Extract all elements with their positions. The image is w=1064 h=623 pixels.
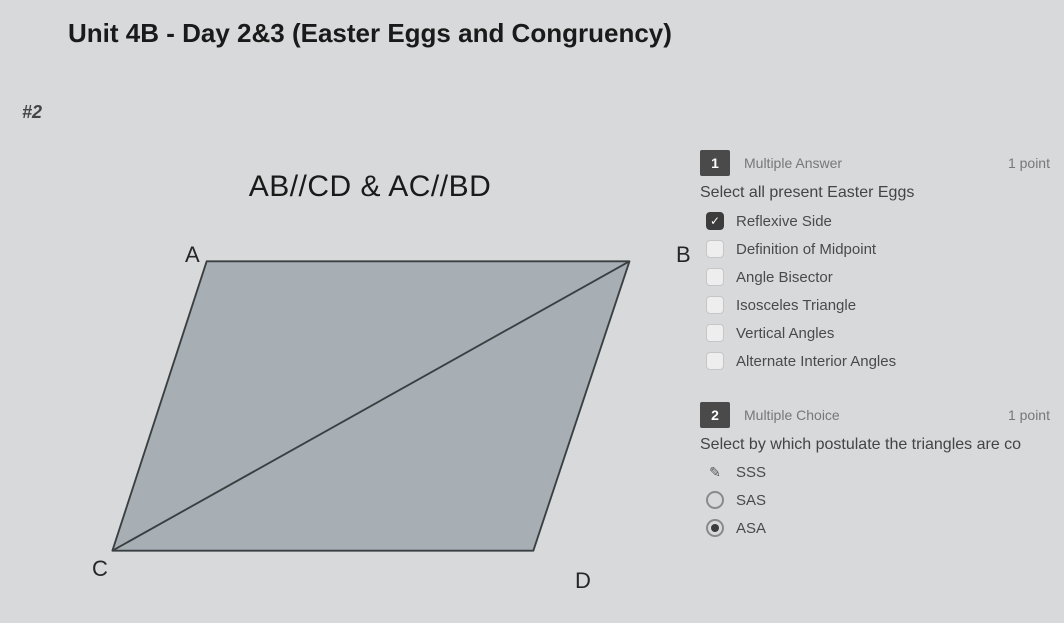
- q1-points: 1 point: [1008, 155, 1050, 171]
- q1-option[interactable]: Alternate Interior Angles: [706, 352, 1050, 370]
- figure-region: AB//CD & AC//BD ABCD: [90, 170, 650, 586]
- q1-option[interactable]: Isosceles Triangle: [706, 296, 1050, 314]
- option-icon: ✎: [706, 464, 724, 481]
- q2-option-label: SSS: [736, 464, 766, 481]
- q2-option[interactable]: ✎ SSS: [706, 464, 1050, 481]
- q1-number-badge: 1: [700, 150, 730, 176]
- q2-option[interactable]: ASA: [706, 519, 1050, 537]
- question-number: #2: [22, 102, 42, 123]
- q1-prompt: Select all present Easter Eggs: [700, 184, 1050, 202]
- vertex-label-d: D: [575, 568, 591, 594]
- radio-icon[interactable]: [706, 491, 724, 509]
- checkbox-icon[interactable]: [706, 324, 724, 342]
- radio-selected-icon[interactable]: [706, 519, 724, 537]
- page-title: Unit 4B - Day 2&3 (Easter Eggs and Congr…: [68, 18, 672, 49]
- vertex-label-a: A: [185, 242, 200, 268]
- checkbox-checked-icon[interactable]: ✓: [706, 212, 724, 230]
- q1-option-label: Vertical Angles: [736, 325, 834, 342]
- q2-prompt: Select by which postulate the triangles …: [700, 436, 1050, 454]
- q2-option-label: SAS: [736, 492, 766, 509]
- checkbox-icon[interactable]: [706, 296, 724, 314]
- q1-option[interactable]: ✓ Reflexive Side: [706, 212, 1050, 230]
- q2-option-label: ASA: [736, 520, 766, 537]
- q2-option[interactable]: SAS: [706, 491, 1050, 509]
- q1-option[interactable]: Angle Bisector: [706, 268, 1050, 286]
- q2-number-badge: 2: [700, 402, 730, 428]
- q1-option-label: Angle Bisector: [736, 269, 833, 286]
- q2-points: 1 point: [1008, 407, 1050, 423]
- checkbox-icon[interactable]: [706, 240, 724, 258]
- vertex-label-b: B: [676, 242, 691, 268]
- question-1: 1 Multiple Answer 1 point Select all pre…: [700, 150, 1050, 370]
- question-2: 2 Multiple Choice 1 point Select by whic…: [700, 402, 1050, 537]
- vertex-label-c: C: [92, 556, 108, 582]
- q1-option[interactable]: Definition of Midpoint: [706, 240, 1050, 258]
- checkbox-icon[interactable]: [706, 352, 724, 370]
- q1-option-label: Alternate Interior Angles: [736, 353, 896, 370]
- q1-type: Multiple Answer: [744, 155, 842, 171]
- figure-caption: AB//CD & AC//BD: [90, 170, 650, 204]
- checkbox-icon[interactable]: [706, 268, 724, 286]
- q1-option-label: Isosceles Triangle: [736, 297, 856, 314]
- q1-option-label: Definition of Midpoint: [736, 241, 876, 258]
- q1-option[interactable]: Vertical Angles: [706, 324, 1050, 342]
- question-panel: 1 Multiple Answer 1 point Select all pre…: [700, 150, 1050, 569]
- q1-option-label: Reflexive Side: [736, 213, 832, 230]
- parallelogram-diagram: ABCD: [90, 226, 650, 586]
- q2-type: Multiple Choice: [744, 407, 840, 423]
